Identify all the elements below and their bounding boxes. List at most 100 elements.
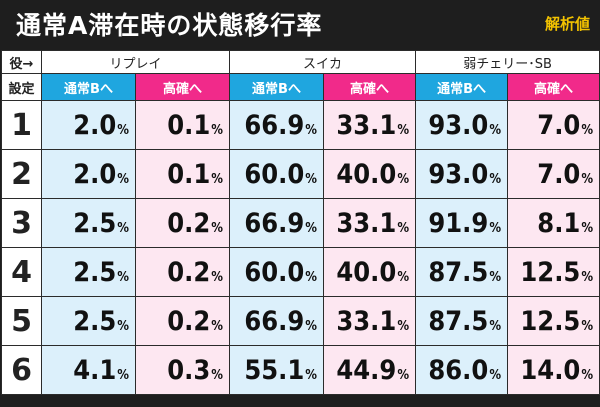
- percent-sign: %: [581, 269, 594, 285]
- rate-value: 66.9: [244, 305, 305, 337]
- rate-to-high-cell: 33.1%: [323, 296, 417, 346]
- table-row: 3 2.5% 0.2% 66.9% 33.1% 91.9% 8.1%: [1, 198, 600, 248]
- group-weak-cherry-sb: 弱チェリー･SB: [415, 50, 600, 74]
- rate-value: 8.1: [537, 207, 581, 239]
- rate-to-normal-b-cell: 2.0%: [41, 149, 136, 199]
- rate-to-normal-b-cell: 60.0%: [229, 247, 325, 297]
- rate-value: 0.2: [167, 305, 211, 337]
- rate-to-normal-b-cell: 93.0%: [415, 149, 509, 199]
- rate-value: 93.0: [428, 158, 489, 190]
- rate-value: 0.2: [167, 207, 211, 239]
- rate-value: 4.1: [73, 354, 117, 386]
- percent-sign: %: [211, 171, 224, 187]
- analysis-badge: 解析値: [544, 15, 590, 33]
- percent-sign: %: [305, 367, 318, 383]
- percent-sign: %: [397, 269, 410, 285]
- percent-sign: %: [117, 318, 129, 334]
- rate-to-normal-b-cell: 87.5%: [415, 247, 509, 297]
- rate-value: 2.0: [73, 109, 117, 141]
- table-row: 4 2.5% 0.2% 60.0% 40.0% 87.5% 12.5%: [1, 247, 600, 297]
- rate-value: 0.2: [167, 256, 211, 288]
- rate-value: 33.1: [336, 109, 397, 141]
- rate-to-high-cell: 8.1%: [507, 198, 600, 248]
- rate-value: 2.5: [73, 207, 117, 239]
- setting-label: 1: [1, 100, 42, 150]
- rate-value: 7.0: [537, 109, 581, 141]
- sub-header-row: 設定 通常Bへ 高確へ 通常Bへ 高確へ 通常Bへ 高確へ: [1, 73, 600, 101]
- percent-sign: %: [117, 220, 129, 236]
- corner-setting-label: 設定: [1, 73, 42, 101]
- percent-sign: %: [397, 220, 410, 236]
- percent-sign: %: [489, 367, 502, 383]
- rate-value: 12.5: [520, 305, 581, 337]
- group-header-row: 役→ リプレイ スイカ 弱チェリー･SB: [1, 50, 600, 74]
- sub-header-normal-b: 通常Bへ: [415, 73, 509, 101]
- rate-to-normal-b-cell: 66.9%: [229, 100, 325, 150]
- group-replay: リプレイ: [40, 50, 231, 74]
- rate-value: 44.9: [336, 354, 397, 386]
- rate-value: 14.0: [520, 354, 581, 386]
- rate-to-high-cell: 0.1%: [134, 149, 231, 199]
- rate-value: 0.3: [167, 354, 211, 386]
- rate-to-high-cell: 0.2%: [134, 296, 231, 346]
- rate-to-normal-b-cell: 60.0%: [229, 149, 325, 199]
- percent-sign: %: [397, 171, 410, 187]
- sub-header-high: 高確へ: [323, 73, 417, 101]
- rate-value: 0.1: [167, 109, 211, 141]
- group-suika: スイカ: [229, 50, 417, 74]
- page-title: 通常A滞在時の状態移行率: [16, 11, 323, 40]
- rate-value: 40.0: [336, 158, 397, 190]
- setting-label: 3: [1, 198, 42, 248]
- data-rows: 1 2.0% 0.1% 66.9% 33.1% 93.0% 7.0% 2 2.0% 0.1% 60.…: [1, 100, 600, 395]
- table-row: 2 2.0% 0.1% 60.0% 40.0% 93.0% 7.0%: [1, 149, 600, 199]
- rate-value: 2.5: [73, 305, 117, 337]
- rate-to-normal-b-cell: 91.9%: [415, 198, 509, 248]
- percent-sign: %: [117, 269, 129, 285]
- rate-value: 2.0: [73, 158, 117, 190]
- rate-to-high-cell: 7.0%: [507, 100, 600, 150]
- rate-to-normal-b-cell: 2.5%: [41, 247, 136, 297]
- rate-value: 60.0: [244, 256, 305, 288]
- rate-to-normal-b-cell: 55.1%: [229, 345, 325, 395]
- setting-label: 4: [1, 247, 42, 297]
- rate-to-normal-b-cell: 2.5%: [41, 296, 136, 346]
- rate-to-normal-b-cell: 87.5%: [415, 296, 509, 346]
- percent-sign: %: [305, 220, 318, 236]
- setting-label: 6: [1, 345, 42, 395]
- rate-value: 66.9: [244, 109, 305, 141]
- rate-value: 86.0: [428, 354, 489, 386]
- percent-sign: %: [117, 122, 129, 138]
- rate-value: 7.0: [537, 158, 581, 190]
- rate-value: 66.9: [244, 207, 305, 239]
- table-row: 1 2.0% 0.1% 66.9% 33.1% 93.0% 7.0%: [1, 100, 600, 150]
- rate-to-high-cell: 44.9%: [323, 345, 417, 395]
- rate-value: 0.1: [167, 158, 211, 190]
- percent-sign: %: [211, 122, 224, 138]
- rate-value: 60.0: [244, 158, 305, 190]
- percent-sign: %: [581, 171, 594, 187]
- rate-to-high-cell: 12.5%: [507, 247, 600, 297]
- rate-value: 55.1: [244, 354, 305, 386]
- rate-to-high-cell: 0.2%: [134, 247, 231, 297]
- transition-rate-table: 役→ リプレイ スイカ 弱チェリー･SB 設定 通常Bへ 高確へ 通常Bへ 高確…: [1, 50, 600, 395]
- rate-value: 87.5: [428, 256, 489, 288]
- percent-sign: %: [489, 318, 502, 334]
- rate-to-high-cell: 12.5%: [507, 296, 600, 346]
- sub-header-high: 高確へ: [134, 73, 231, 101]
- sub-header-normal-b: 通常Bへ: [229, 73, 325, 101]
- percent-sign: %: [211, 318, 224, 334]
- rate-value: 33.1: [336, 207, 397, 239]
- rate-value: 2.5: [73, 256, 117, 288]
- percent-sign: %: [489, 122, 502, 138]
- rate-to-high-cell: 7.0%: [507, 149, 600, 199]
- rate-to-high-cell: 40.0%: [323, 247, 417, 297]
- rate-to-normal-b-cell: 2.5%: [41, 198, 136, 248]
- rate-value: 93.0: [428, 109, 489, 141]
- rate-to-normal-b-cell: 4.1%: [41, 345, 136, 395]
- percent-sign: %: [581, 220, 594, 236]
- percent-sign: %: [581, 367, 594, 383]
- rate-value: 33.1: [336, 305, 397, 337]
- rate-to-normal-b-cell: 66.9%: [229, 198, 325, 248]
- rate-to-normal-b-cell: 66.9%: [229, 296, 325, 346]
